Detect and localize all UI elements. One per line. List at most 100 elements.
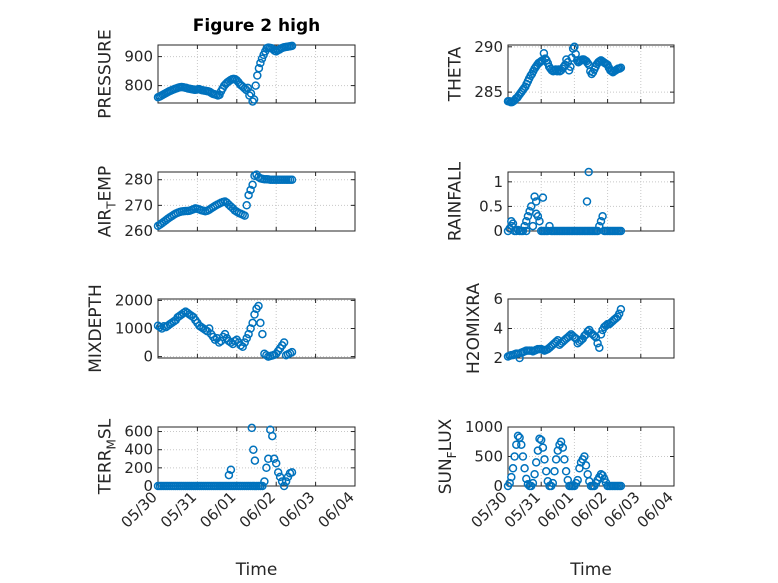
data-point: [616, 226, 626, 236]
subplot-6: 2 4 6 H2OMIXRA: [464, 283, 675, 374]
data-point: [531, 209, 541, 219]
data-point: [598, 212, 607, 221]
data-point: [277, 477, 287, 486]
data-point: [256, 58, 265, 68]
data-point: [281, 477, 291, 486]
data-point: [242, 201, 251, 210]
data-point: [523, 212, 533, 221]
y-tick-label: 1000: [115, 320, 153, 338]
data-point: [518, 452, 528, 461]
data-point: [262, 463, 271, 473]
data-point: [248, 97, 257, 106]
data-point: [616, 63, 626, 72]
data-point: [214, 338, 224, 347]
data-point: [556, 437, 566, 447]
y-tick-label: 500: [474, 448, 503, 466]
y-tick-label: 270: [124, 196, 153, 214]
data-point: [584, 167, 593, 177]
data-point: [262, 350, 271, 360]
data-point: [246, 185, 255, 195]
y-axis-label: THETA: [445, 46, 465, 102]
data-point: [561, 467, 571, 476]
y-tick-label: 0: [143, 348, 153, 366]
data-point: [247, 423, 257, 433]
axes-box: [157, 426, 356, 487]
x-tick-label: 05/30: [468, 488, 511, 531]
data-point: [522, 226, 531, 236]
data-point: [531, 458, 541, 467]
x-axis-label: Time: [235, 560, 278, 580]
y-tick-label: 0.5: [479, 197, 503, 215]
data-point: [287, 468, 297, 477]
data-point: [565, 331, 574, 341]
data-point: [528, 478, 538, 488]
data-point: [520, 221, 529, 231]
y-tick-label: 2000: [115, 291, 153, 309]
data-point: [240, 338, 249, 347]
data-point: [513, 431, 523, 441]
data-point: [260, 477, 269, 486]
data-point: [279, 481, 289, 491]
data-point: [244, 190, 253, 200]
x-tick-label: 05/31: [157, 488, 200, 531]
data-point: [614, 309, 624, 319]
data-point: [238, 342, 247, 352]
data-point: [249, 95, 259, 104]
y-tick-label: 1: [493, 173, 503, 191]
x-tick-label: 05/31: [501, 488, 544, 531]
x-tick-label: 06/04: [315, 488, 358, 531]
data-point: [593, 339, 602, 348]
data-point: [535, 434, 544, 444]
y-tick-label: 0: [493, 222, 503, 240]
data-point: [254, 301, 263, 311]
data-point: [573, 475, 582, 485]
data-point: [583, 58, 592, 68]
y-axis-label: TERRMSL: [95, 418, 118, 495]
x-tick-label: 06/02: [236, 488, 279, 531]
data-point: [287, 175, 297, 184]
data-point: [595, 343, 604, 352]
data-point: [287, 41, 297, 51]
subplot-1: 800 900 PRESSURE Figure 2 high: [95, 16, 356, 119]
y-axis-label: MIXDEPTH: [86, 284, 106, 373]
data-point: [548, 478, 558, 488]
x-tick-label: 06/03: [600, 488, 643, 531]
axes-box: [157, 44, 356, 104]
x-tick-label: 06/01: [534, 488, 577, 531]
data-point: [240, 211, 249, 220]
y-tick-label: 200: [124, 459, 153, 477]
data-point: [179, 308, 188, 318]
data-point: [249, 445, 258, 454]
data-point: [517, 440, 526, 449]
data-point: [248, 180, 257, 190]
x-tick-label: 06/04: [634, 488, 677, 531]
data-point: [254, 63, 264, 73]
data-point: [264, 454, 273, 464]
data-point: [564, 66, 574, 75]
data-point: [256, 318, 265, 328]
data-point: [512, 440, 521, 449]
data-point: [558, 443, 568, 452]
data-point: [538, 443, 548, 452]
data-point: [268, 431, 277, 441]
data-point: [253, 71, 262, 80]
data-point: [507, 221, 517, 231]
data-point: [275, 472, 285, 482]
chart-title: Figure 2 high: [193, 16, 321, 36]
y-tick-label: 2: [493, 349, 503, 367]
subplot-3: 260 270 280 AIRTEMP: [95, 166, 356, 240]
subplot-2: 285 290 THETA: [445, 38, 675, 107]
data-point: [526, 202, 536, 211]
data-point: [581, 461, 591, 470]
data-point: [522, 216, 531, 226]
data-point: [550, 467, 559, 476]
data-point: [560, 455, 569, 464]
data-point: [518, 226, 528, 236]
data-point: [258, 481, 267, 491]
data-point: [226, 465, 236, 474]
data-point: [251, 81, 260, 90]
data-point: [287, 347, 297, 357]
y-tick-label: 1000: [465, 418, 503, 436]
